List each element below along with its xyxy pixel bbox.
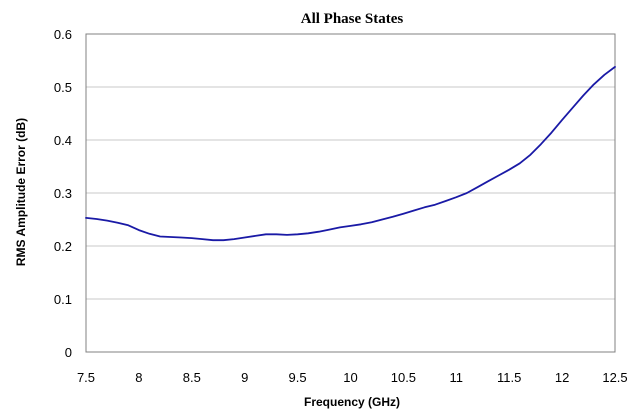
x-tick-label: 9 [241, 370, 248, 385]
y-tick-label: 0.4 [54, 133, 72, 148]
x-tick-label: 12.5 [602, 370, 627, 385]
x-axis-label: Frequency (GHz) [304, 395, 400, 409]
y-tick-label: 0.3 [54, 186, 72, 201]
series-line [85, 66, 616, 242]
y-tick-label: 0 [65, 345, 72, 360]
y-tick-label: 0.2 [54, 239, 72, 254]
x-tick-labels: 7.5 8 8.5 9 9.5 10 10.5 11 11.5 12 12.5 [77, 370, 628, 385]
x-tick-label: 7.5 [77, 370, 95, 385]
x-tick-label: 9.5 [289, 370, 307, 385]
plot-area-border [85, 33, 616, 353]
y-axis-label: RMS Amplitude Error (dB) [14, 118, 28, 266]
x-tick-label: 12 [555, 370, 569, 385]
chart-title: All Phase States [301, 11, 404, 27]
x-tick-label: 8.5 [183, 370, 201, 385]
gridlines [86, 86, 615, 300]
x-tick-label: 11.5 [497, 370, 521, 385]
x-tick-label: 11 [450, 370, 464, 385]
x-tick-label: 10 [343, 370, 357, 385]
series-layer [85, 66, 616, 242]
y-tick-label: 0.6 [54, 27, 72, 42]
y-tick-label: 0.5 [54, 80, 72, 95]
x-tick-label: 10.5 [391, 370, 416, 385]
y-tick-labels: 0 0.1 0.2 0.3 0.4 0.5 0.6 [54, 27, 72, 360]
y-tick-label: 0.1 [54, 292, 72, 307]
x-tick-label: 8 [135, 370, 142, 385]
